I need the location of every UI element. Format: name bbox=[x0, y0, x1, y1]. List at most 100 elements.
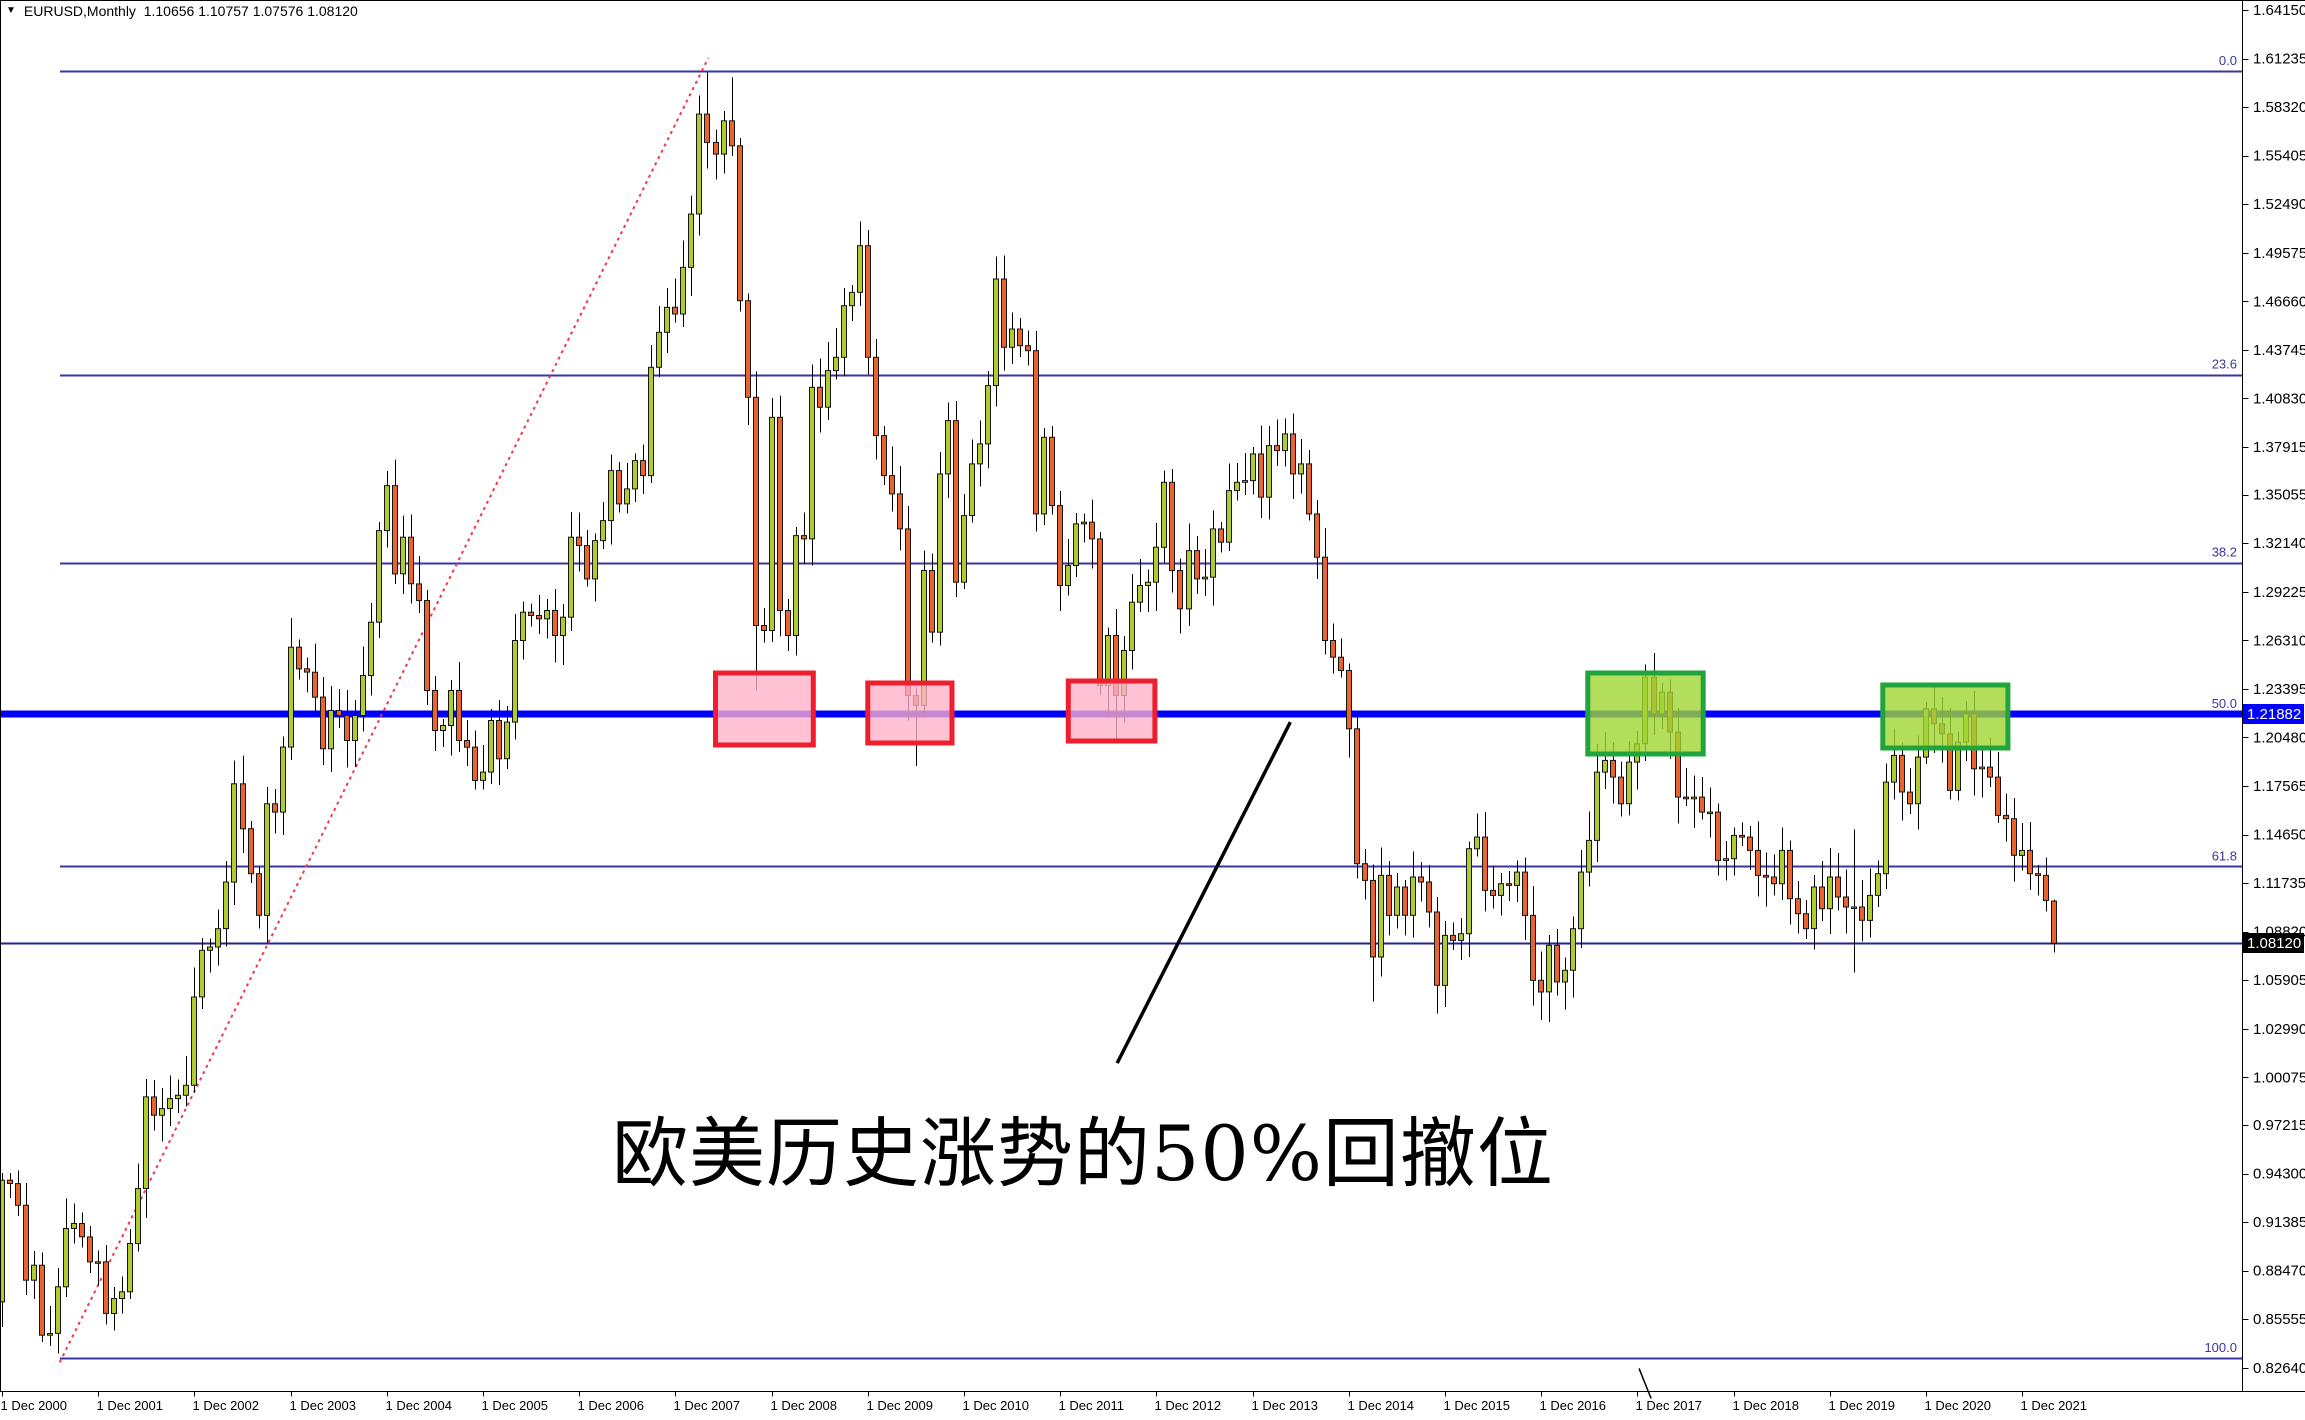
ascending-trendline[interactable] bbox=[58, 57, 710, 1363]
candle bbox=[616, 462, 622, 513]
candle-body-bear bbox=[1771, 876, 1777, 885]
pink-highlight-box[interactable] bbox=[865, 680, 955, 746]
candle-body-bear bbox=[817, 386, 823, 408]
candle bbox=[2019, 822, 2025, 871]
candle bbox=[151, 1079, 157, 1131]
candle bbox=[248, 821, 254, 883]
candle-body-bear bbox=[777, 416, 783, 611]
price-axis-labels[interactable]: 1.64150 1.61235 1.58320 1.55405 1.52490 1.495… bbox=[2242, 2, 2305, 1377]
fifty-level-price-badge-bg bbox=[2243, 704, 2304, 724]
candle bbox=[1915, 735, 1921, 830]
candle-body-bull bbox=[721, 120, 727, 155]
candle-body-bear bbox=[496, 720, 502, 760]
candle-body-bear bbox=[704, 113, 710, 143]
candle bbox=[544, 599, 550, 639]
candle bbox=[1763, 852, 1769, 907]
candle bbox=[256, 866, 262, 929]
candle bbox=[1490, 865, 1496, 909]
candle bbox=[737, 137, 743, 312]
candle bbox=[1426, 864, 1432, 928]
candle-body-bear bbox=[929, 570, 935, 633]
candle bbox=[512, 613, 518, 740]
symbol-dropdown-icon[interactable]: ▼ bbox=[6, 5, 16, 16]
candle-body-bull bbox=[1041, 436, 1047, 515]
candle bbox=[496, 700, 502, 785]
candle bbox=[1089, 499, 1095, 569]
candle-body-bear bbox=[1987, 766, 1993, 778]
price-label: 1.23395 bbox=[2253, 681, 2305, 698]
date-label: 1 Dec 2011 bbox=[1059, 1398, 1125, 1413]
candle bbox=[504, 706, 510, 769]
candle-body-bear bbox=[1859, 906, 1865, 921]
candle-body-bear bbox=[23, 1204, 29, 1281]
price-label: 1.00075 bbox=[2253, 1069, 2305, 1086]
candle-body-bull bbox=[809, 386, 815, 540]
candle bbox=[809, 364, 815, 566]
candle-body-bear bbox=[320, 696, 326, 750]
candle-body-bear bbox=[865, 245, 871, 358]
candle-body-bear bbox=[472, 746, 478, 781]
callout-line[interactable] bbox=[1115, 721, 1292, 1064]
candle-body-bull bbox=[360, 675, 366, 716]
candle-body-bull bbox=[1410, 876, 1416, 916]
candle bbox=[1907, 768, 1913, 815]
candle bbox=[143, 1079, 149, 1219]
candle bbox=[1995, 752, 2001, 823]
date-label: 1 Dec 2013 bbox=[1252, 1398, 1319, 1413]
candle bbox=[448, 680, 454, 756]
annotation-text[interactable]: 欧美历史涨势的50%回撤位 bbox=[612, 1109, 1554, 1198]
pink-highlight-box[interactable] bbox=[713, 670, 816, 748]
candle-body-bear bbox=[1835, 876, 1841, 898]
candle bbox=[656, 306, 662, 378]
candle-body-bear bbox=[552, 610, 558, 636]
price-label: 1.26310 bbox=[2253, 632, 2305, 649]
candle bbox=[1097, 531, 1103, 696]
candle bbox=[520, 601, 526, 660]
candle bbox=[272, 788, 278, 834]
candle-body-bull bbox=[1442, 934, 1448, 986]
fib-label-100.0: 100.0 bbox=[2204, 1340, 2237, 1355]
candle bbox=[1290, 413, 1296, 499]
candle-body-bear bbox=[1418, 876, 1424, 883]
candle-body-bear bbox=[1402, 886, 1408, 916]
candle bbox=[472, 730, 478, 790]
price-label: 1.35055 bbox=[2253, 487, 2305, 504]
candle bbox=[1338, 638, 1344, 678]
candle bbox=[1466, 841, 1472, 957]
candle bbox=[183, 1055, 189, 1107]
candle-body-bear bbox=[785, 610, 791, 636]
candle bbox=[592, 533, 598, 602]
candle-body-bull bbox=[1979, 766, 1985, 770]
time-axis-labels[interactable]: 1 Dec 2000 1 Dec 2001 1 Dec 2002 1 Dec 2003… bbox=[1, 1391, 2088, 1414]
candle-body-bear bbox=[1715, 811, 1721, 861]
candle-body-bull bbox=[1891, 754, 1897, 783]
candle-body-bull bbox=[841, 305, 847, 358]
candle bbox=[1506, 871, 1512, 901]
candle bbox=[624, 462, 630, 514]
candle-body-bull bbox=[400, 536, 406, 575]
candle bbox=[1322, 528, 1328, 655]
candle bbox=[1819, 861, 1825, 921]
candle-body-bull bbox=[793, 535, 799, 636]
date-label: 1 Dec 2009 bbox=[867, 1398, 934, 1413]
green-highlight-box[interactable] bbox=[1880, 682, 2011, 751]
candle-body-bull bbox=[1851, 906, 1857, 909]
candle-body-bear bbox=[1089, 521, 1095, 540]
candle bbox=[1410, 851, 1416, 938]
candle bbox=[1538, 951, 1544, 1020]
candle bbox=[1883, 763, 1889, 889]
candle-body-bull bbox=[1915, 756, 1921, 805]
green-highlight-box[interactable] bbox=[1585, 670, 1706, 757]
candle-body-bear bbox=[1482, 836, 1488, 891]
candle bbox=[1474, 813, 1480, 857]
candle bbox=[1330, 623, 1336, 674]
candle bbox=[2051, 899, 2057, 953]
candle bbox=[400, 515, 406, 594]
chart-title-bar: ▼ EURUSD,Monthly 1.10656 1.10757 1.07576… bbox=[6, 3, 358, 19]
candle bbox=[704, 72, 710, 169]
pink-highlight-box[interactable] bbox=[1065, 678, 1158, 744]
candle-body-bull bbox=[1827, 876, 1833, 910]
candle-body-bull bbox=[1137, 585, 1143, 603]
candle-body-bear bbox=[737, 145, 743, 302]
